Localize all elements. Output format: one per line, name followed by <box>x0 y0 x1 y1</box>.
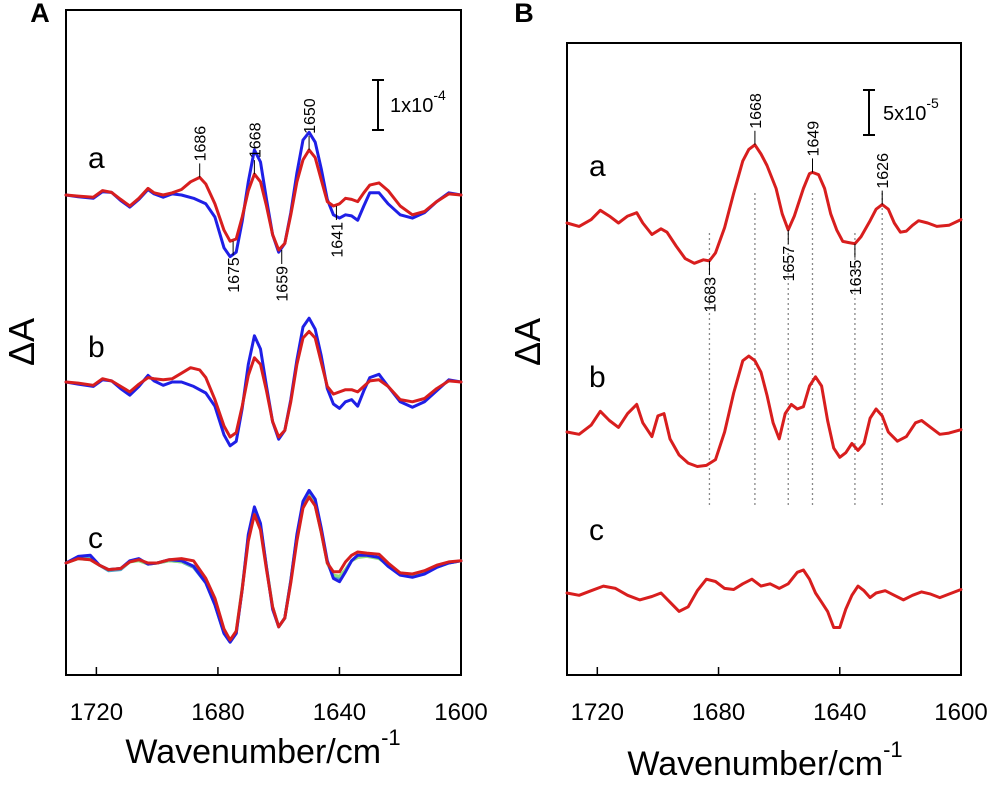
plot-frame-a <box>65 9 462 676</box>
scale-bar-label: 1x10-4 <box>390 87 446 117</box>
scale-bar <box>372 79 384 131</box>
x-tick-label: 1720 <box>70 699 123 726</box>
panel-label-a: A <box>30 0 50 28</box>
peak-label: 1650 <box>302 98 319 134</box>
panel-label-b: B <box>514 0 534 28</box>
x-axis-label-text: Wavenumber/cm <box>627 745 883 783</box>
scale-bar-label: 5x10-5 <box>883 95 939 125</box>
peak-label: 1668 <box>247 122 264 158</box>
x-tick-label: 1600 <box>434 699 487 726</box>
peak-label: 1659 <box>275 266 292 302</box>
trace-c-red-line <box>565 568 963 629</box>
peak-label: 1686 <box>193 126 210 162</box>
peak-label: 1657 <box>781 246 798 282</box>
peak-label: 1635 <box>848 260 865 296</box>
y-axis-label: ΔA <box>507 318 548 366</box>
peak-label: 1626 <box>875 153 892 189</box>
x-axis-label: Wavenumber/cm-1 <box>125 725 400 771</box>
plot-frame-b <box>566 42 962 676</box>
x-tick-label: 1640 <box>313 699 366 726</box>
peak-label: 1683 <box>702 277 719 313</box>
trace-label-b: b <box>88 331 105 364</box>
x-tick-label: 1600 <box>934 699 987 726</box>
trace-label-c: c <box>589 514 604 547</box>
trace-a-red-line <box>64 148 463 252</box>
peak-label: 1668 <box>748 93 765 129</box>
peak-label: 1675 <box>226 257 243 293</box>
peak-label: 1641 <box>329 222 346 258</box>
peak-label: 1649 <box>805 121 822 157</box>
trace-label-a: a <box>589 150 606 183</box>
x-tick-label: 1640 <box>813 699 866 726</box>
x-axis-label-exponent: -1 <box>883 737 903 762</box>
y-axis-label: ΔA <box>1 318 42 366</box>
x-axis-label-exponent: -1 <box>381 725 401 750</box>
trace-b-red-line <box>565 354 963 468</box>
scale-bar-base: 1x10 <box>390 95 433 117</box>
trace-label-b: b <box>589 361 606 394</box>
x-axis-label-text: Wavenumber/cm <box>125 733 381 771</box>
x-tick-label: 1680 <box>692 699 745 726</box>
trace-a-red-line <box>565 143 963 265</box>
trace-label-a: a <box>88 142 105 175</box>
trace-label-c: c <box>88 522 103 555</box>
scale-bar <box>863 89 875 136</box>
scale-bar-exponent: -5 <box>926 95 939 111</box>
trace-c-red-line <box>64 495 463 642</box>
trace-c-teal-line <box>64 493 463 644</box>
scale-bar-exponent: -4 <box>433 87 446 103</box>
x-tick-label: 1720 <box>571 699 624 726</box>
trace-b-red-line <box>64 329 463 439</box>
x-tick-label: 1680 <box>191 699 244 726</box>
x-axis-label: Wavenumber/cm-1 <box>627 737 902 783</box>
scale-bar-base: 5x10 <box>883 103 926 125</box>
trace-c-green-line <box>64 494 463 643</box>
